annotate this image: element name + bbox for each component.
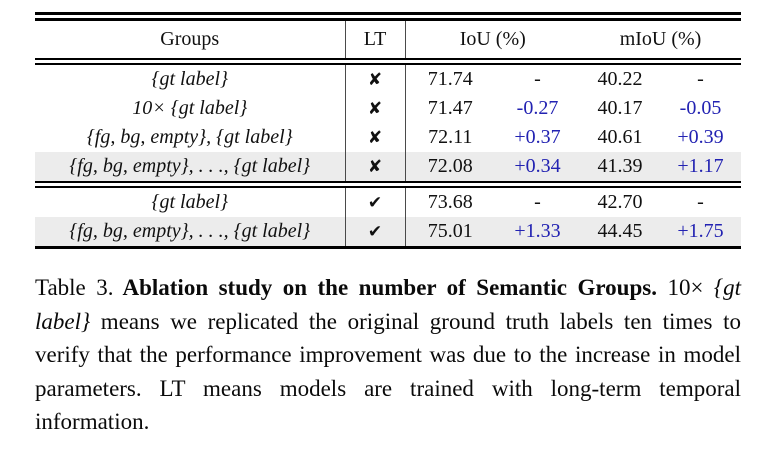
miou-delta-cell: +1.17	[660, 152, 742, 185]
caption-body-post: means we replicated the original ground …	[35, 308, 741, 435]
header-row: Groups LT IoU (%) mIoU (%)	[35, 12, 742, 65]
iou-delta-cell: +0.34	[495, 152, 580, 185]
groups-cell: {fg, bg, empty}, . . ., {gt label}	[35, 217, 345, 249]
miou-delta-cell: +1.75	[660, 217, 742, 249]
groups-cell: {gt label}	[151, 68, 229, 90]
caption-body-pre: 10×	[667, 275, 714, 300]
table-row: {fg, bg, empty}, {gt label} ✘ 72.11 +0.3…	[35, 123, 741, 152]
groups-cell: {gt label}	[35, 181, 345, 217]
iou-delta-cell: +0.37	[514, 126, 561, 148]
miou-delta-cell: -	[697, 68, 704, 90]
table-row-highlighted: {fg, bg, empty}, . . ., {gt label} ✔ 75.…	[35, 217, 742, 249]
cross-icon: ✘	[344, 123, 406, 152]
iou-cell: 75.01	[405, 217, 495, 249]
groups-cell: {fg, bg, empty}, . . ., {gt label}	[35, 152, 345, 185]
check-icon: ✔	[344, 217, 406, 249]
cross-icon: ✘	[344, 61, 406, 94]
table-caption: Table 3. Ablation study on the number of …	[35, 271, 741, 439]
miou-cell: 41.39	[580, 152, 660, 185]
caption-label: Table 3.	[35, 275, 114, 300]
miou-cell: 40.17	[597, 97, 643, 119]
iou-cell: 72.08	[405, 152, 495, 185]
table-row: {gt label} ✔ 73.68 - 42.70 -	[35, 181, 742, 217]
iou-cell: 71.47	[427, 97, 473, 119]
miou-cell: 40.22	[597, 68, 643, 90]
cross-icon: ✘	[344, 94, 406, 123]
groups-cell: {fg, bg, empty}, {gt label}	[86, 126, 293, 148]
miou-delta-cell: -0.05	[679, 97, 722, 119]
cross-icon: ✘	[344, 152, 406, 185]
miou-delta-cell: +0.39	[677, 126, 724, 148]
groups-cell: 10× {gt label}	[132, 97, 248, 119]
miou-cell: 44.45	[580, 217, 660, 249]
miou-cell: 40.61	[597, 126, 643, 148]
miou-cell: 42.70	[580, 181, 660, 217]
table-row: {gt label} ✘ 71.74 - 40.22 -	[35, 61, 741, 94]
iou-cell: 71.74	[427, 68, 473, 90]
check-icon: ✔	[344, 181, 406, 217]
header-lt: LT	[344, 12, 406, 65]
table-row: 10× {gt label} ✘ 71.47 -0.27 40.17 -0.05	[35, 94, 741, 123]
ablation-table: Groups LT IoU (%) mIoU (%) {gt label} ✘ …	[35, 12, 742, 249]
header-iou: IoU (%)	[405, 12, 580, 65]
header-miou: mIoU (%)	[580, 12, 742, 65]
header-groups: Groups	[35, 12, 345, 65]
iou-delta-cell: -0.27	[516, 97, 559, 119]
miou-delta-cell: -	[660, 181, 742, 217]
iou-cell: 72.11	[428, 126, 473, 148]
caption-title: Ablation study on the number of Semantic…	[122, 275, 657, 300]
iou-delta-cell: -	[495, 181, 580, 217]
iou-delta-cell: +1.33	[495, 217, 580, 249]
caption-body-italic: {gt label}	[35, 275, 741, 334]
iou-cell: 73.68	[405, 181, 495, 217]
table-row-highlighted: {fg, bg, empty}, . . ., {gt label} ✘ 72.…	[35, 152, 742, 185]
iou-delta-cell: -	[534, 68, 541, 90]
